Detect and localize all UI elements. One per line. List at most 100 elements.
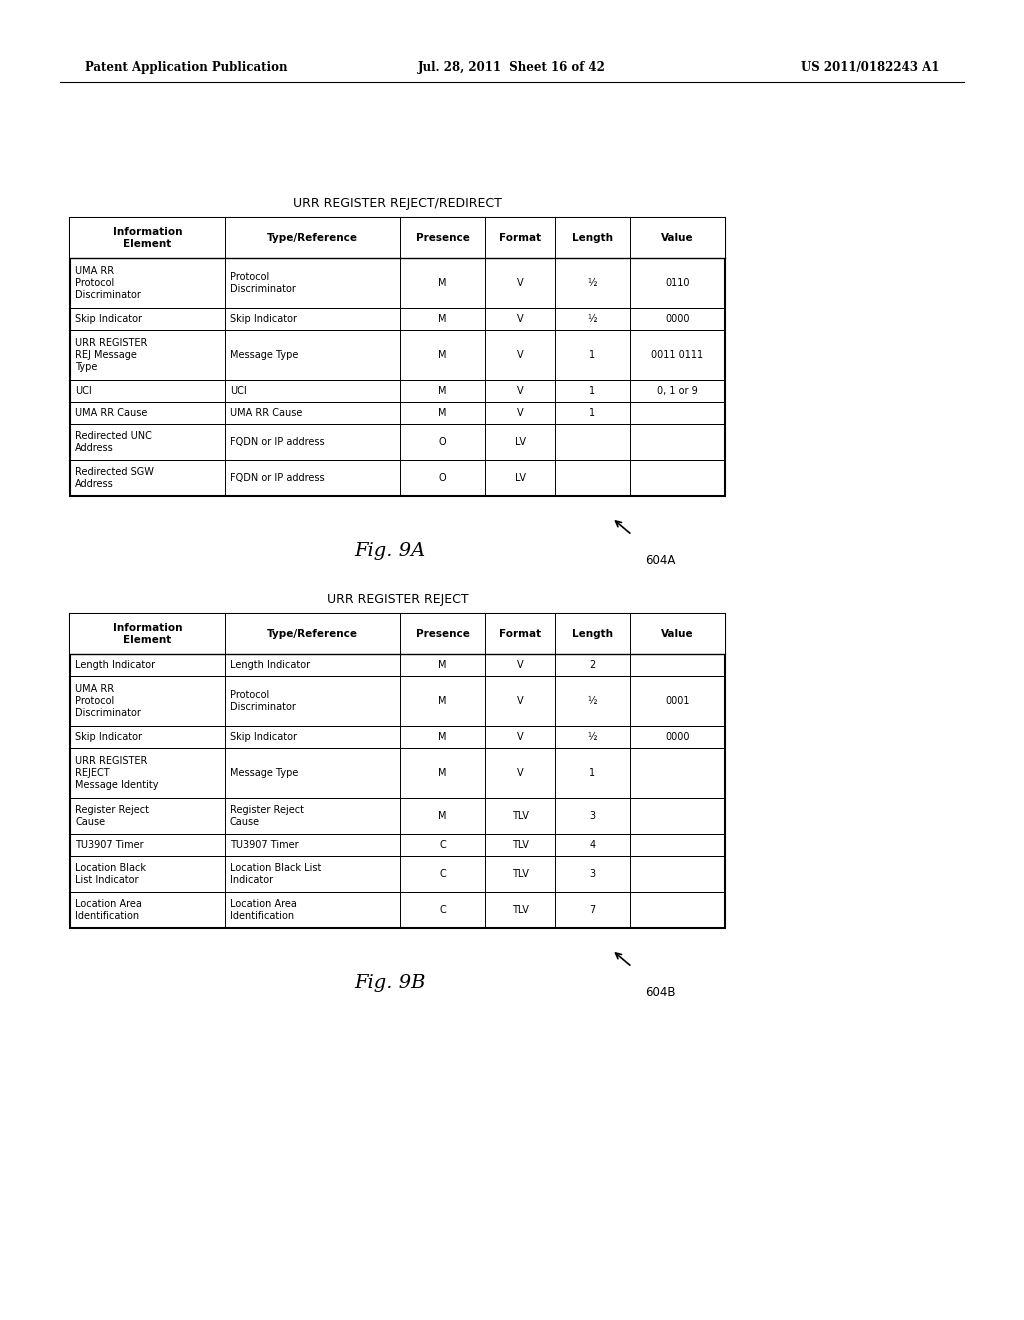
Text: 604B: 604B	[645, 986, 676, 999]
Text: FQDN or IP address: FQDN or IP address	[230, 473, 325, 483]
Text: Length Indicator: Length Indicator	[75, 660, 155, 671]
Text: V: V	[517, 279, 523, 288]
Text: Type/Reference: Type/Reference	[267, 234, 358, 243]
Text: M: M	[438, 350, 446, 360]
Text: 0110: 0110	[666, 279, 690, 288]
Text: Length: Length	[572, 234, 613, 243]
Text: C: C	[439, 840, 445, 850]
Text: TU3907 Timer: TU3907 Timer	[75, 840, 143, 850]
Text: LV: LV	[514, 473, 525, 483]
Text: US 2011/0182243 A1: US 2011/0182243 A1	[801, 62, 939, 74]
Text: FQDN or IP address: FQDN or IP address	[230, 437, 325, 447]
Text: V: V	[517, 733, 523, 742]
Text: Information
Element: Information Element	[113, 227, 182, 249]
Text: M: M	[438, 408, 446, 418]
Text: Location Black
List Indicator: Location Black List Indicator	[75, 863, 146, 886]
Text: 2: 2	[590, 660, 596, 671]
Text: C: C	[439, 869, 445, 879]
Text: V: V	[517, 768, 523, 777]
Text: URR REGISTER
REJ Message
Type: URR REGISTER REJ Message Type	[75, 338, 147, 372]
Text: 604A: 604A	[645, 554, 676, 568]
Text: Redirected SGW
Address: Redirected SGW Address	[75, 467, 154, 490]
Text: Location Black List
Indicator: Location Black List Indicator	[230, 863, 322, 886]
Text: Presence: Presence	[416, 234, 469, 243]
Text: Type/Reference: Type/Reference	[267, 630, 358, 639]
Text: UMA RR Cause: UMA RR Cause	[75, 408, 147, 418]
Text: M: M	[438, 314, 446, 323]
Text: TLV: TLV	[512, 840, 528, 850]
Text: 0, 1 or 9: 0, 1 or 9	[657, 385, 698, 396]
Text: M: M	[438, 660, 446, 671]
Text: ½: ½	[588, 279, 597, 288]
Text: 3: 3	[590, 810, 596, 821]
Text: TLV: TLV	[512, 810, 528, 821]
Text: Skip Indicator: Skip Indicator	[75, 314, 142, 323]
Bar	[70, 218, 725, 496]
Text: Register Reject
Cause: Register Reject Cause	[230, 805, 304, 828]
Text: Protocol
Discriminator: Protocol Discriminator	[230, 690, 296, 713]
Text: V: V	[517, 696, 523, 706]
Text: ½: ½	[588, 733, 597, 742]
Text: V: V	[517, 385, 523, 396]
Text: Value: Value	[662, 630, 694, 639]
Text: Format: Format	[499, 234, 541, 243]
Text: 1: 1	[590, 350, 596, 360]
Text: C: C	[439, 906, 445, 915]
Bar	[70, 614, 725, 928]
Text: UMA RR
Protocol
Discriminator: UMA RR Protocol Discriminator	[75, 684, 141, 718]
Text: O: O	[438, 437, 446, 447]
Text: LV: LV	[514, 437, 525, 447]
Text: Location Area
Identification: Location Area Identification	[230, 899, 297, 921]
Text: Information
Element: Information Element	[113, 623, 182, 645]
Text: 1: 1	[590, 768, 596, 777]
Text: Presence: Presence	[416, 630, 469, 639]
Text: 7: 7	[590, 906, 596, 915]
Text: Length: Length	[572, 630, 613, 639]
Text: M: M	[438, 696, 446, 706]
Text: 1: 1	[590, 408, 596, 418]
Text: 4: 4	[590, 840, 596, 850]
Text: Fig. 9B: Fig. 9B	[354, 974, 426, 993]
Text: 0001: 0001	[666, 696, 690, 706]
Text: Message Type: Message Type	[230, 768, 298, 777]
Text: UCI: UCI	[230, 385, 247, 396]
Text: URR REGISTER REJECT/REDIRECT: URR REGISTER REJECT/REDIRECT	[293, 197, 502, 210]
Text: M: M	[438, 768, 446, 777]
Text: Skip Indicator: Skip Indicator	[230, 733, 297, 742]
Text: UMA RR Cause: UMA RR Cause	[230, 408, 302, 418]
Text: Format: Format	[499, 630, 541, 639]
Text: Patent Application Publication: Patent Application Publication	[85, 62, 288, 74]
Text: V: V	[517, 660, 523, 671]
Text: ½: ½	[588, 314, 597, 323]
Text: 3: 3	[590, 869, 596, 879]
Text: M: M	[438, 733, 446, 742]
Text: Skip Indicator: Skip Indicator	[75, 733, 142, 742]
Text: UCI: UCI	[75, 385, 92, 396]
Text: Length Indicator: Length Indicator	[230, 660, 310, 671]
Text: URR REGISTER
REJECT
Message Identity: URR REGISTER REJECT Message Identity	[75, 755, 159, 791]
Bar	[70, 218, 725, 257]
Text: TLV: TLV	[512, 869, 528, 879]
Text: TU3907 Timer: TU3907 Timer	[230, 840, 299, 850]
Text: Skip Indicator: Skip Indicator	[230, 314, 297, 323]
Text: M: M	[438, 385, 446, 396]
Text: 0000: 0000	[666, 733, 690, 742]
Text: M: M	[438, 810, 446, 821]
Text: ½: ½	[588, 696, 597, 706]
Text: O: O	[438, 473, 446, 483]
Text: Location Area
Identification: Location Area Identification	[75, 899, 142, 921]
Text: UMA RR
Protocol
Discriminator: UMA RR Protocol Discriminator	[75, 265, 141, 301]
Text: Register Reject
Cause: Register Reject Cause	[75, 805, 150, 828]
Text: Jul. 28, 2011  Sheet 16 of 42: Jul. 28, 2011 Sheet 16 of 42	[418, 62, 606, 74]
Text: 1: 1	[590, 385, 596, 396]
Text: 0000: 0000	[666, 314, 690, 323]
Text: V: V	[517, 350, 523, 360]
Text: Value: Value	[662, 234, 694, 243]
Text: TLV: TLV	[512, 906, 528, 915]
Text: Message Type: Message Type	[230, 350, 298, 360]
Text: V: V	[517, 408, 523, 418]
Text: V: V	[517, 314, 523, 323]
Bar	[70, 614, 725, 653]
Text: 0011 0111: 0011 0111	[651, 350, 703, 360]
Text: Redirected UNC
Address: Redirected UNC Address	[75, 430, 152, 453]
